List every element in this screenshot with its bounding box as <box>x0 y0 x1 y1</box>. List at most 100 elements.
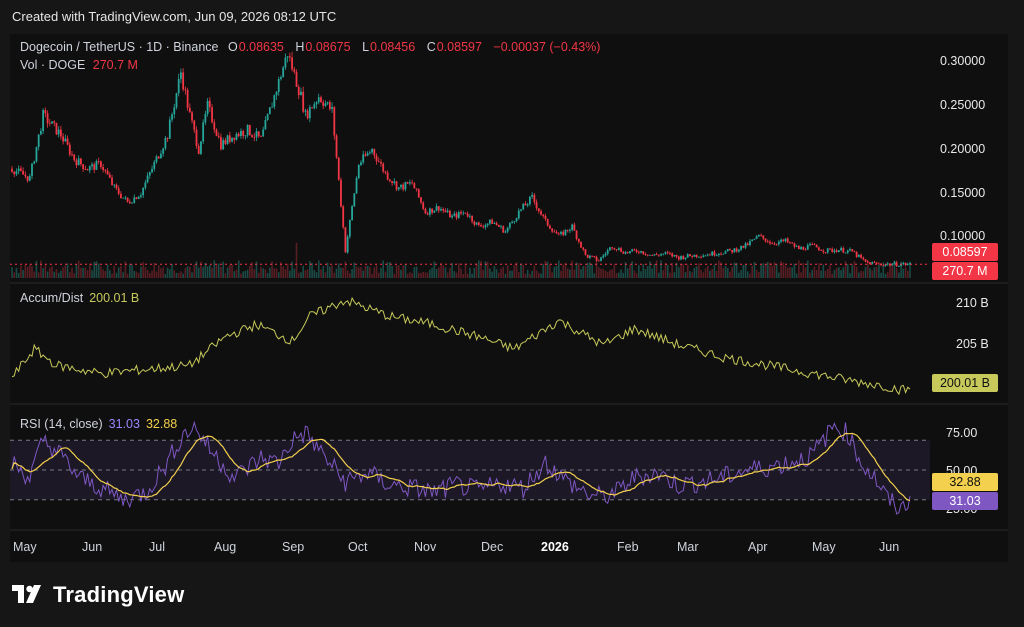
volume-bar <box>393 273 396 278</box>
volume-bar <box>402 265 405 278</box>
volume-bar <box>606 271 609 278</box>
volume-bar <box>260 267 262 278</box>
candle-body <box>302 91 305 112</box>
candle-body <box>893 262 896 265</box>
volume-bar <box>540 273 542 278</box>
symbol-title[interactable]: Dogecoin / TetherUS · 1D · Binance <box>20 40 219 54</box>
candle-body <box>48 123 51 125</box>
volume-bar <box>440 263 442 278</box>
volume-bar <box>480 260 482 278</box>
volume-label[interactable]: Vol · DOGE <box>20 58 86 72</box>
volume-bar <box>462 273 465 278</box>
candle-body <box>202 122 205 142</box>
volume-bar <box>826 268 829 278</box>
candle-body <box>862 257 865 260</box>
candle-body <box>602 255 605 258</box>
volume-bar <box>20 265 22 278</box>
volume-bar <box>124 261 127 278</box>
volume-bar <box>502 266 505 278</box>
volume-bar <box>224 273 227 278</box>
volume-bar <box>906 270 909 278</box>
candle-body <box>142 187 145 196</box>
volume-bar <box>213 260 216 278</box>
volume-bar <box>698 263 700 278</box>
volume-bar <box>749 273 751 278</box>
candle-body <box>497 224 500 227</box>
candle-body <box>733 248 736 253</box>
volume-bar <box>169 269 171 278</box>
volume-bar <box>464 263 467 278</box>
chart-frame[interactable] <box>10 34 1008 562</box>
candle-body <box>720 253 722 255</box>
volume-bar <box>653 263 656 278</box>
volume-bar <box>809 272 811 278</box>
candle-body <box>346 236 349 253</box>
volume-bar <box>424 272 427 278</box>
volume-bar <box>602 268 605 278</box>
volume-bar <box>344 261 347 278</box>
candle-body <box>809 244 811 246</box>
ad-label[interactable]: Accum/Dist <box>20 291 84 305</box>
candle-body <box>537 208 540 212</box>
brand[interactable]: TradingView <box>12 582 184 608</box>
volume-bar <box>237 260 240 278</box>
rsi-label[interactable]: RSI (14, close) <box>20 417 103 431</box>
candle-body <box>188 107 191 113</box>
candle-body <box>471 215 474 222</box>
candle-body <box>15 171 18 175</box>
candle-body <box>531 194 534 197</box>
volume-bar <box>782 262 785 278</box>
candle-body <box>900 264 903 267</box>
candle-body <box>680 256 682 260</box>
volume-bar <box>86 270 89 278</box>
candle-body <box>120 193 122 198</box>
ad-value: 200.01 B <box>89 291 140 305</box>
volume-bar <box>869 268 871 278</box>
volume-bar <box>122 272 124 278</box>
candle-body <box>593 256 596 257</box>
candle-body <box>675 254 678 257</box>
volume-bar <box>206 266 209 278</box>
month-label: May <box>812 540 836 554</box>
candle-body <box>331 106 333 110</box>
ad-axis-label: 205 B <box>956 337 989 351</box>
candle-body <box>42 110 45 132</box>
candle-body <box>502 226 505 233</box>
volume-bar <box>231 264 233 278</box>
candle-body <box>180 72 182 79</box>
candle-body <box>166 138 169 139</box>
candle-body <box>413 183 416 189</box>
volume-bar <box>515 262 518 278</box>
volume-bar <box>246 269 249 278</box>
volume-bar <box>680 264 682 278</box>
candle-body <box>191 112 193 121</box>
candle-body <box>277 79 280 92</box>
candle-body <box>391 181 393 183</box>
candle-body <box>137 196 140 199</box>
volume-bar <box>11 267 13 278</box>
volume-bar <box>353 262 356 278</box>
candle-body <box>633 249 636 251</box>
volume-bar <box>669 272 671 278</box>
candle-body <box>282 67 285 78</box>
candle-body <box>642 251 645 255</box>
rsi-ma-line <box>11 432 911 502</box>
volume-bar <box>233 271 236 278</box>
candle-body <box>291 57 293 70</box>
candle-body <box>477 222 480 226</box>
volume-bar <box>731 266 733 278</box>
candle-body <box>448 210 451 218</box>
candle-body <box>589 255 591 258</box>
volume-bar <box>193 264 196 278</box>
candle-body <box>611 247 614 249</box>
volume-bar <box>226 267 229 278</box>
candle-body <box>148 172 151 176</box>
candle-body <box>780 239 782 242</box>
volume-bar <box>733 262 736 278</box>
volume-bar <box>417 272 420 278</box>
candle-body <box>155 156 158 162</box>
month-label: Mar <box>677 540 699 554</box>
candle-body <box>495 223 498 225</box>
volume-bar <box>289 270 291 278</box>
